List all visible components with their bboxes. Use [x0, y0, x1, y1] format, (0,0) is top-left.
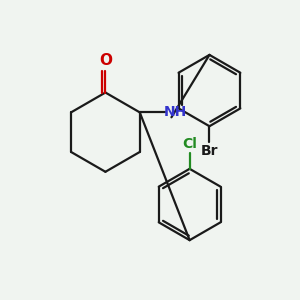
- Text: O: O: [99, 53, 112, 68]
- Text: Cl: Cl: [182, 137, 197, 151]
- Text: Br: Br: [201, 144, 218, 158]
- Text: NH: NH: [164, 105, 187, 119]
